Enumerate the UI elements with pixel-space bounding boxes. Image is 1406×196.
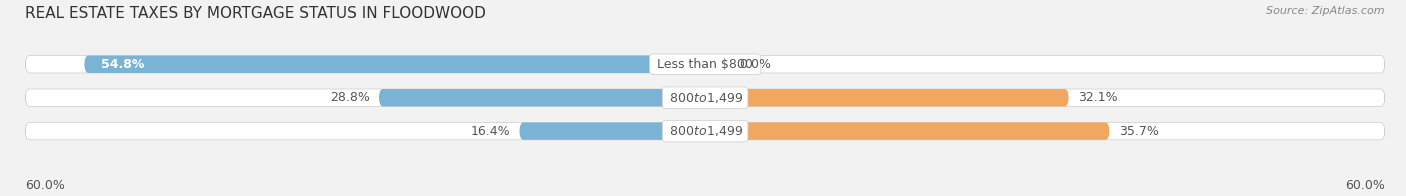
Text: 60.0%: 60.0% — [25, 179, 65, 192]
Text: 0.0%: 0.0% — [740, 58, 770, 71]
Text: 54.8%: 54.8% — [101, 58, 145, 71]
FancyBboxPatch shape — [25, 56, 1385, 73]
Text: 16.4%: 16.4% — [471, 125, 510, 138]
FancyBboxPatch shape — [378, 89, 706, 106]
Text: $800 to $1,499: $800 to $1,499 — [666, 91, 744, 105]
Text: 60.0%: 60.0% — [1346, 179, 1385, 192]
FancyBboxPatch shape — [25, 89, 1385, 106]
Text: Less than $800: Less than $800 — [654, 58, 756, 71]
FancyBboxPatch shape — [706, 89, 1069, 106]
FancyBboxPatch shape — [706, 122, 1109, 140]
Text: 32.1%: 32.1% — [1078, 91, 1118, 104]
Text: 35.7%: 35.7% — [1119, 125, 1159, 138]
FancyBboxPatch shape — [84, 56, 706, 73]
Text: Source: ZipAtlas.com: Source: ZipAtlas.com — [1267, 6, 1385, 16]
FancyBboxPatch shape — [519, 122, 706, 140]
Text: 28.8%: 28.8% — [330, 91, 370, 104]
FancyBboxPatch shape — [25, 122, 1385, 140]
Text: REAL ESTATE TAXES BY MORTGAGE STATUS IN FLOODWOOD: REAL ESTATE TAXES BY MORTGAGE STATUS IN … — [25, 6, 486, 21]
Text: $800 to $1,499: $800 to $1,499 — [666, 124, 744, 138]
